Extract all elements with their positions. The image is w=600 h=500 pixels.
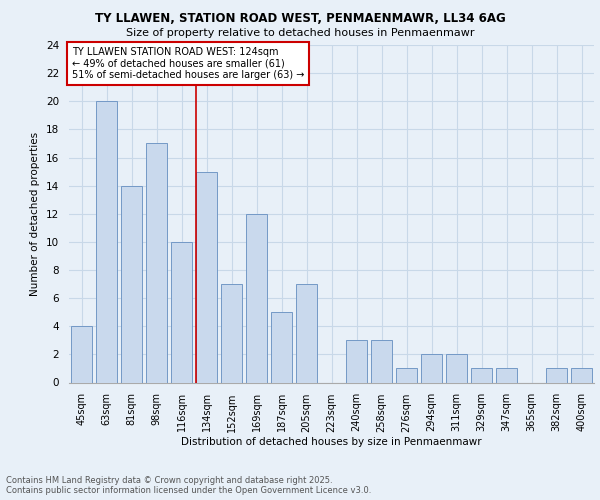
Bar <box>496 368 517 382</box>
Bar <box>271 312 292 382</box>
Bar <box>96 101 117 382</box>
Bar <box>571 368 592 382</box>
Bar <box>346 340 367 382</box>
Bar <box>421 354 442 382</box>
X-axis label: Distribution of detached houses by size in Penmaenmawr: Distribution of detached houses by size … <box>181 437 482 447</box>
Bar <box>171 242 192 382</box>
Bar <box>546 368 567 382</box>
Bar <box>396 368 417 382</box>
Bar <box>146 144 167 382</box>
Text: Size of property relative to detached houses in Penmaenmawr: Size of property relative to detached ho… <box>126 28 474 38</box>
Bar <box>221 284 242 382</box>
Bar <box>371 340 392 382</box>
Text: TY LLAWEN STATION ROAD WEST: 124sqm
← 49% of detached houses are smaller (61)
51: TY LLAWEN STATION ROAD WEST: 124sqm ← 49… <box>71 46 304 80</box>
Text: TY LLAWEN, STATION ROAD WEST, PENMAENMAWR, LL34 6AG: TY LLAWEN, STATION ROAD WEST, PENMAENMAW… <box>95 12 505 26</box>
Bar <box>296 284 317 382</box>
Bar <box>196 172 217 382</box>
Text: Contains HM Land Registry data © Crown copyright and database right 2025.
Contai: Contains HM Land Registry data © Crown c… <box>6 476 371 495</box>
Bar <box>71 326 92 382</box>
Y-axis label: Number of detached properties: Number of detached properties <box>31 132 40 296</box>
Bar <box>446 354 467 382</box>
Bar <box>121 186 142 382</box>
Bar <box>471 368 492 382</box>
Bar <box>246 214 267 382</box>
